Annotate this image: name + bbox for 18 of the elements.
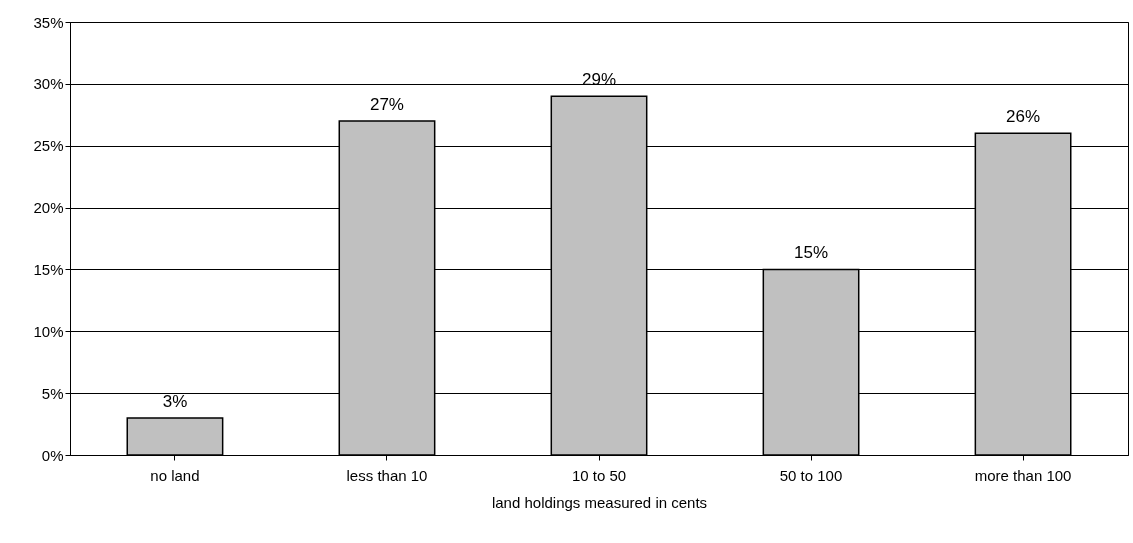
x-tick-label: no land — [150, 466, 200, 484]
data-label: 3% — [162, 391, 188, 411]
y-tick-label: 10% — [33, 322, 64, 340]
y-tick-label: 25% — [33, 137, 64, 155]
x-tick-label: less than 10 — [346, 466, 428, 484]
data-label: 27% — [369, 94, 404, 114]
x-axis-title: land holdings measured in cents — [491, 493, 708, 511]
y-tick-label: 30% — [33, 75, 64, 93]
data-label: 15% — [794, 243, 829, 263]
x-tick-label: 10 to 50 — [571, 466, 627, 484]
data-label: 26% — [1006, 107, 1041, 127]
y-tick-label: 35% — [33, 13, 64, 31]
y-tick-label: 15% — [33, 260, 64, 278]
y-tick-label: 0% — [41, 446, 64, 464]
x-tick-label: 50 to 100 — [779, 466, 843, 484]
y-tick-label: 20% — [33, 199, 64, 217]
x-tick-label: more than 100 — [974, 466, 1072, 484]
y-tick-label: 5% — [41, 384, 64, 402]
